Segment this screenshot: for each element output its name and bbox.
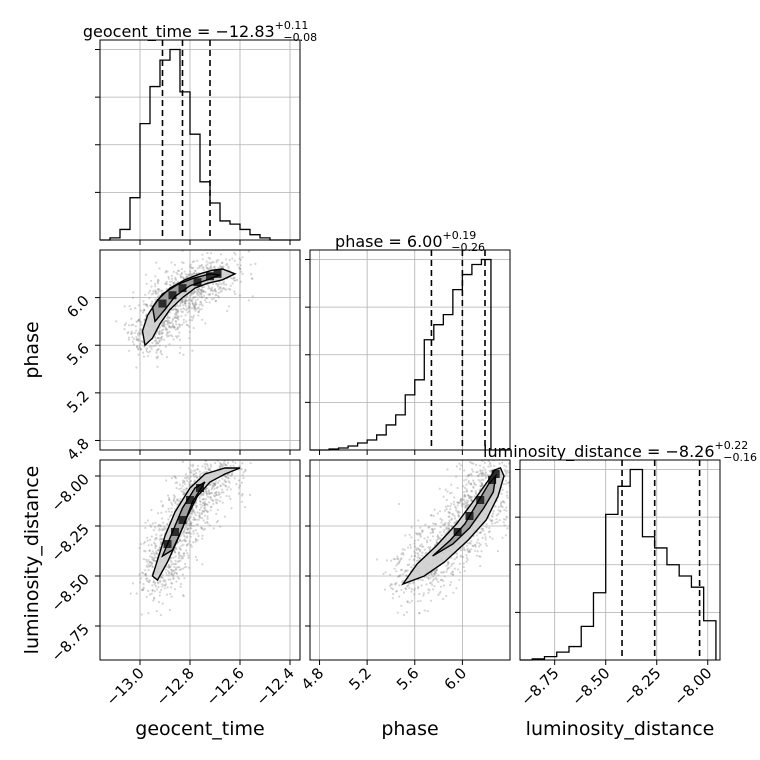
x-tick-label-lum: −8.75 xyxy=(517,664,562,709)
x-tick-label-lum: −8.50 xyxy=(568,664,613,709)
panel-phase-vs-geocent_time xyxy=(95,249,301,455)
axes-frame xyxy=(99,39,301,241)
histogram-step xyxy=(520,468,717,661)
xlabel-luminosity_distance: luminosity_distance xyxy=(526,718,715,740)
density-contour xyxy=(161,481,206,558)
title-geocent_time: geocent_time = −12.83+0.11 −0.08 xyxy=(83,19,317,44)
ylabel-phase: phase xyxy=(21,321,43,378)
density-contour xyxy=(432,473,497,557)
histogram-step xyxy=(310,258,510,451)
y-tick-label-phase: 6.0 xyxy=(63,292,93,322)
density-contour xyxy=(401,467,505,586)
panel-luminosity_distance-hist: luminosity_distance = −8.26+0.22 −0.16 xyxy=(483,439,757,665)
axes-frame xyxy=(309,249,511,451)
density-contour xyxy=(151,273,221,324)
density-cell xyxy=(168,291,177,300)
panel-luminosity_distance-vs-geocent_time xyxy=(95,459,301,665)
x-tick-label-lum: −8.00 xyxy=(670,664,715,709)
x-tick-label-phase: 5.2 xyxy=(345,664,375,694)
x-tick-label-phase: 5.6 xyxy=(393,664,423,694)
density-cell xyxy=(491,470,500,478)
density-cell xyxy=(178,516,187,524)
tick-labels: −8.75 −8.50 −8.25 −8.004.85.25.66.0−13.0 −12… xyxy=(48,292,716,710)
density-cell xyxy=(171,528,179,536)
axes-frame xyxy=(99,459,301,661)
density-cell xyxy=(196,484,204,492)
y-tick-label-lum: −8.00 xyxy=(48,470,93,515)
xlabel-phase: phase xyxy=(381,718,438,740)
x-tick-label-geocent: −12.6 xyxy=(203,664,248,709)
y-tick-label-phase: 4.8 xyxy=(63,435,93,465)
axes-frame xyxy=(309,459,511,661)
x-tick-label-phase: 6.0 xyxy=(441,664,471,694)
panel-geocent_time-hist: geocent_time = −12.83+0.11 −0.08 xyxy=(83,19,317,245)
axes-frame xyxy=(99,249,301,451)
y-tick-label-lum: −8.50 xyxy=(48,570,93,615)
panel-phase-hist: phase = 6.00+0.19 −0.26 xyxy=(305,229,511,455)
density-cell xyxy=(186,496,194,504)
x-tick-label-geocent: −13.0 xyxy=(103,664,148,709)
xlabel-geocent_time: geocent_time xyxy=(135,718,264,740)
axes-frame xyxy=(519,459,721,661)
y-tick-label-phase: 5.2 xyxy=(63,387,93,417)
scatter-points xyxy=(115,250,257,369)
density-cell xyxy=(158,299,167,308)
x-tick-label-geocent: −12.4 xyxy=(253,664,298,709)
panel-luminosity_distance-vs-phase xyxy=(305,459,511,665)
density-contour xyxy=(151,467,241,582)
title-luminosity_distance: luminosity_distance = −8.26+0.22 −0.16 xyxy=(483,439,757,464)
density-cell xyxy=(178,284,187,293)
title-phase: phase = 6.00+0.19 −0.26 xyxy=(335,229,485,254)
density-cell xyxy=(206,272,214,281)
density-cell xyxy=(193,278,202,287)
ylabel-luminosity_distance: luminosity_distance xyxy=(21,466,43,655)
x-tick-label-geocent: −12.8 xyxy=(153,664,198,709)
y-tick-label-lum: −8.25 xyxy=(48,520,93,565)
y-tick-label-lum: −8.75 xyxy=(48,620,93,665)
x-tick-label-lum: −8.25 xyxy=(619,664,664,709)
density-cell xyxy=(476,496,485,504)
histogram-step xyxy=(100,48,300,241)
y-tick-label-phase: 5.6 xyxy=(63,339,93,369)
x-tick-label-phase: 4.8 xyxy=(298,664,328,694)
density-cell xyxy=(213,269,222,278)
density-fill-inner xyxy=(152,273,220,322)
